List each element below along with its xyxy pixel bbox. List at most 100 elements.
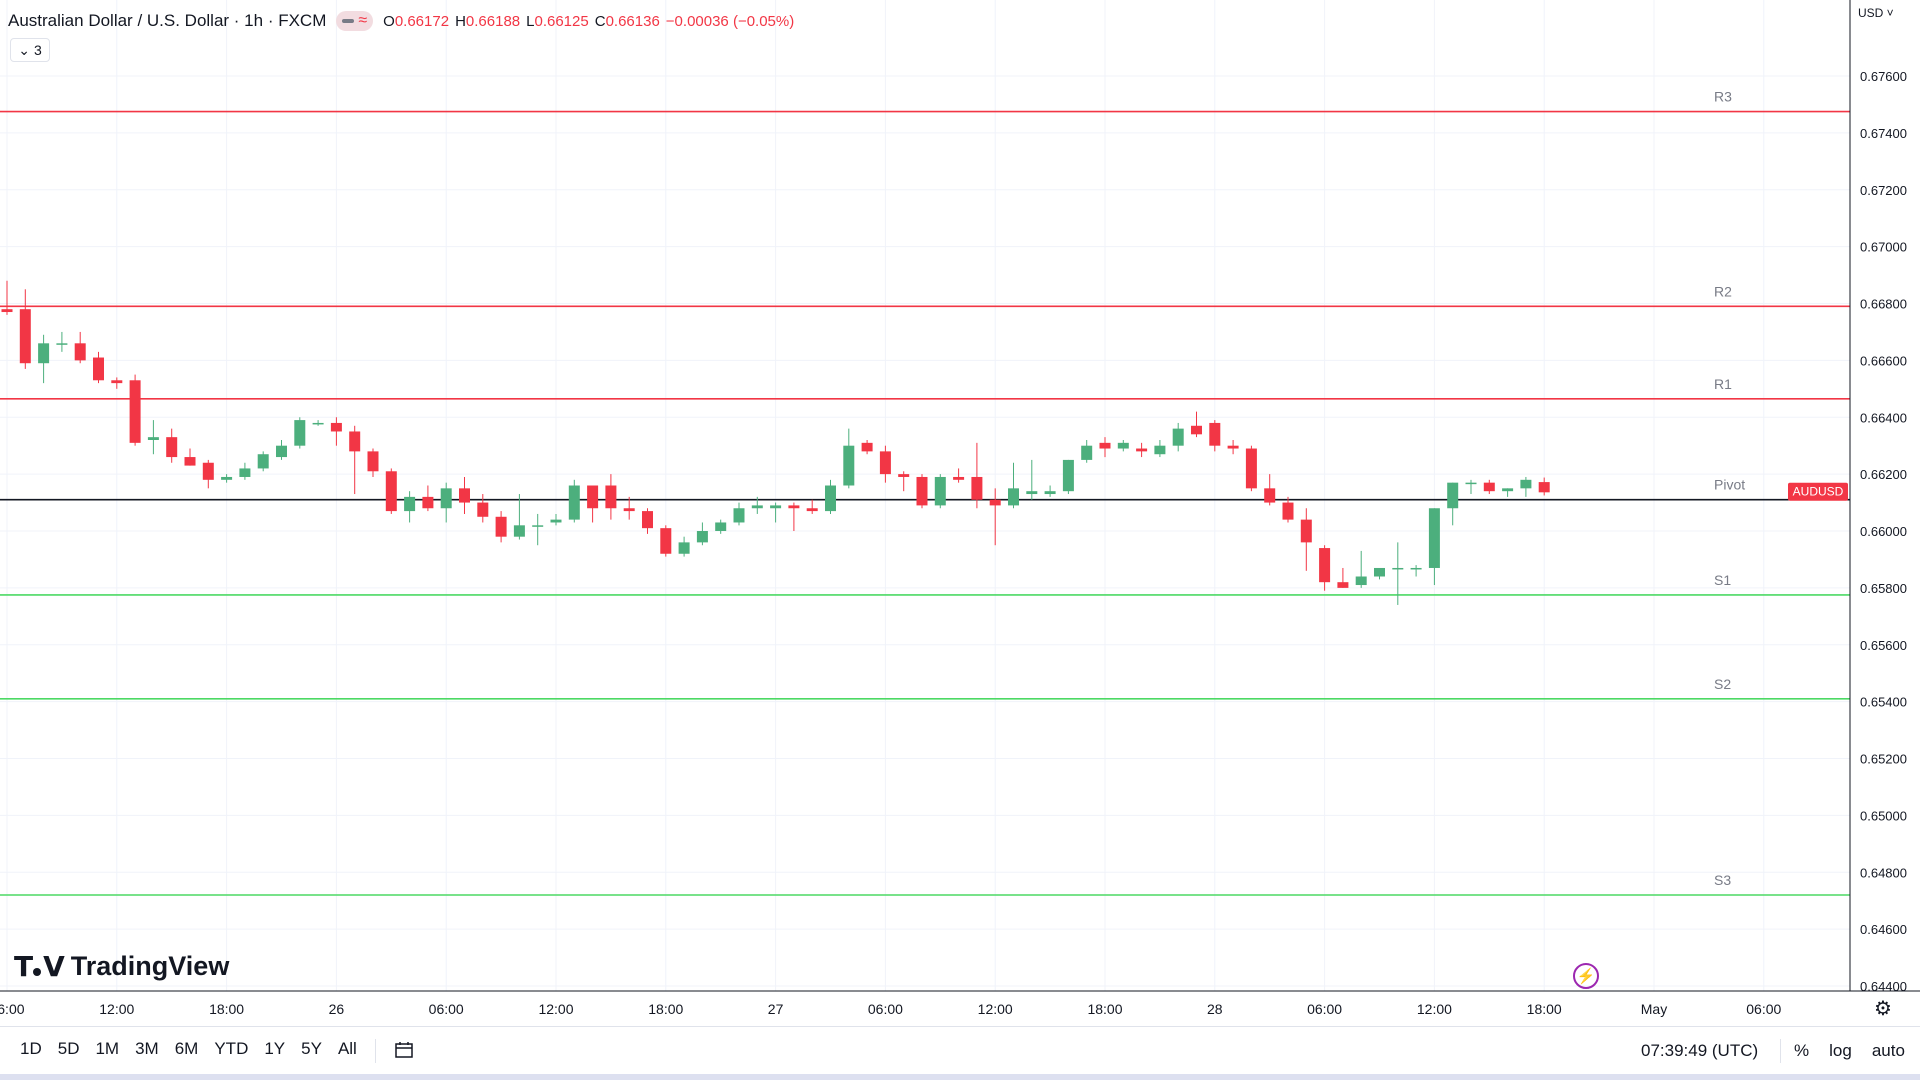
candle-body: [550, 519, 562, 523]
candle-body: [513, 525, 525, 537]
candle-body: [770, 505, 782, 509]
gear-icon[interactable]: ⚙: [1874, 998, 1892, 1020]
candle-body: [605, 485, 617, 509]
candle: [861, 440, 873, 455]
auto-toggle[interactable]: auto: [1871, 1041, 1905, 1060]
x-tick-label: 26: [329, 1001, 345, 1017]
candle: [1282, 496, 1294, 523]
x-tick-label: 12:00: [1417, 1001, 1452, 1017]
candle-body: [1245, 448, 1257, 489]
range-button[interactable]: YTD: [214, 1039, 249, 1058]
y-tick-label: 0.67200: [1860, 183, 1907, 198]
candle-body: [843, 445, 855, 486]
indicators-toggle-button[interactable]: ⌄ 3: [10, 38, 50, 62]
y-tick-label: 0.65400: [1860, 695, 1907, 710]
candle: [513, 494, 525, 540]
x-tick-label: 12:00: [538, 1001, 573, 1017]
candle: [1044, 485, 1056, 497]
candle: [696, 522, 708, 546]
candle-body: [312, 422, 324, 425]
candle-body: [1117, 442, 1129, 449]
candle: [843, 428, 855, 489]
level-label: Pivot: [1714, 477, 1745, 493]
range-button[interactable]: All: [337, 1039, 357, 1058]
y-tick-label: 0.65000: [1860, 808, 1907, 823]
log-toggle[interactable]: log: [1829, 1041, 1852, 1060]
candle-body: [147, 437, 159, 440]
candle-body: [1008, 488, 1019, 506]
candle-body: [678, 542, 690, 554]
chevron-down-icon: ⌄: [18, 41, 30, 58]
candle: [19, 289, 31, 369]
candle-body: [568, 485, 580, 520]
scale-options: % log auto: [1794, 1041, 1905, 1061]
candle: [1465, 479, 1477, 495]
candle-body: [111, 380, 123, 384]
candle-body: [532, 525, 544, 527]
candle-body: [971, 476, 983, 500]
candle: [1392, 542, 1404, 605]
candle-body: [1099, 442, 1111, 449]
candle: [1062, 459, 1074, 495]
percent-toggle[interactable]: %: [1794, 1041, 1810, 1060]
candle: [239, 462, 251, 480]
candle-body: [751, 505, 763, 509]
candle: [1502, 488, 1514, 497]
candle: [1172, 422, 1184, 452]
candle-body: [916, 476, 928, 506]
candle: [1520, 476, 1532, 497]
candle-body: [276, 445, 287, 458]
market-status-chip[interactable]: ≈: [336, 11, 374, 31]
candle-body: [788, 505, 800, 509]
y-tick-label: 0.64800: [1860, 865, 1907, 880]
candle: [1209, 420, 1221, 452]
candle: [129, 374, 141, 446]
candle-body: [294, 420, 306, 446]
x-tick-label: 18:00: [648, 1001, 683, 1017]
range-button[interactable]: 1Y: [264, 1039, 286, 1058]
candle: [1154, 440, 1166, 458]
candle: [312, 420, 324, 426]
lightning-icon[interactable]: ⚡: [1573, 963, 1599, 989]
range-button[interactable]: 5Y: [301, 1039, 322, 1058]
price-tag-box: [1788, 482, 1848, 501]
chart-canvas[interactable]: R3 R2 R1 Pivot S1 S2 S3 0.67600 0.67400 0.67200 0…: [0, 0, 1920, 1026]
close-value: 0.66136: [605, 12, 660, 30]
candle-body: [1483, 482, 1495, 492]
candle: [550, 513, 562, 526]
calendar-icon[interactable]: [395, 1041, 415, 1064]
candle: [770, 502, 782, 523]
x-tick-label: 28: [1207, 1001, 1223, 1017]
range-button[interactable]: 6M: [174, 1039, 199, 1058]
candle: [257, 451, 269, 472]
logo-text: TradingView: [70, 951, 230, 981]
y-tick-label: 0.64600: [1860, 922, 1907, 937]
candle-body: [1374, 567, 1385, 577]
candle-body: [715, 522, 727, 531]
candle: [1026, 459, 1038, 500]
level-label: S3: [1714, 872, 1731, 888]
candle: [1300, 508, 1312, 571]
candle-body: [1300, 519, 1312, 543]
range-button[interactable]: 1D: [20, 1039, 42, 1058]
candle-body: [696, 531, 708, 543]
candle-body: [1264, 488, 1276, 503]
candle-body: [495, 516, 507, 537]
symbol-title[interactable]: Australian Dollar / U.S. Dollar · 1h · F…: [8, 11, 327, 30]
candle-body: [1319, 548, 1331, 583]
utc-clock[interactable]: 07:39:49 (UTC): [1641, 1041, 1759, 1060]
candle-body: [239, 468, 251, 477]
y-tick-label: 0.64400: [1860, 979, 1907, 994]
candle: [1081, 440, 1093, 463]
candle: [349, 425, 361, 495]
range-button[interactable]: 3M: [135, 1039, 159, 1058]
currency-selector[interactable]: USD ˅: [1858, 6, 1894, 20]
candle: [715, 519, 727, 534]
range-button[interactable]: 5D: [57, 1039, 80, 1058]
candle-body: [806, 508, 818, 512]
candle-body: [257, 454, 269, 469]
candle: [1483, 479, 1495, 495]
candle: [1428, 508, 1440, 586]
range-button[interactable]: 1M: [95, 1039, 120, 1058]
